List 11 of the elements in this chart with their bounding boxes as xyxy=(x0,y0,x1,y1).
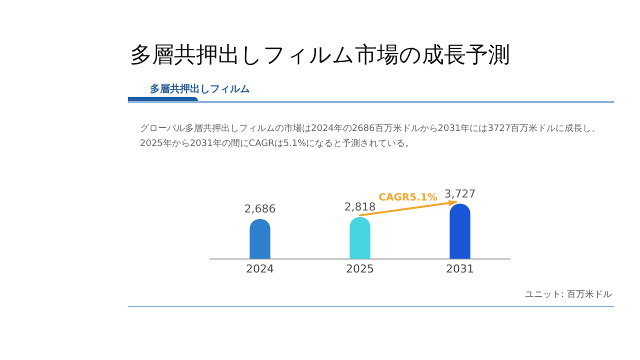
x-tick-label: 2024 xyxy=(246,262,274,276)
x-tick-label: 2031 xyxy=(446,262,474,276)
data-label: 3,727 xyxy=(444,187,476,200)
text: CAGR5.1% xyxy=(378,192,438,204)
text: グローバル多層共押出しフィルムの市場は2024年の2686百万米ドルから2031年には3727百万米ドルに成長し、2025年から2031年の間にCAGRは5.1%になると予測されている。 xyxy=(140,122,602,151)
data-label: 2,818 xyxy=(344,200,376,214)
chart-title: 多層共押出しフィルム市場の成長予測 xyxy=(129,42,511,70)
x-tick-label: 2025 xyxy=(346,262,374,276)
text: ユニット: 百万米ドル xyxy=(525,288,612,301)
data-label: 2,686 xyxy=(244,202,276,216)
chart-subtitle: 多層共押出しフィルム xyxy=(150,82,250,96)
